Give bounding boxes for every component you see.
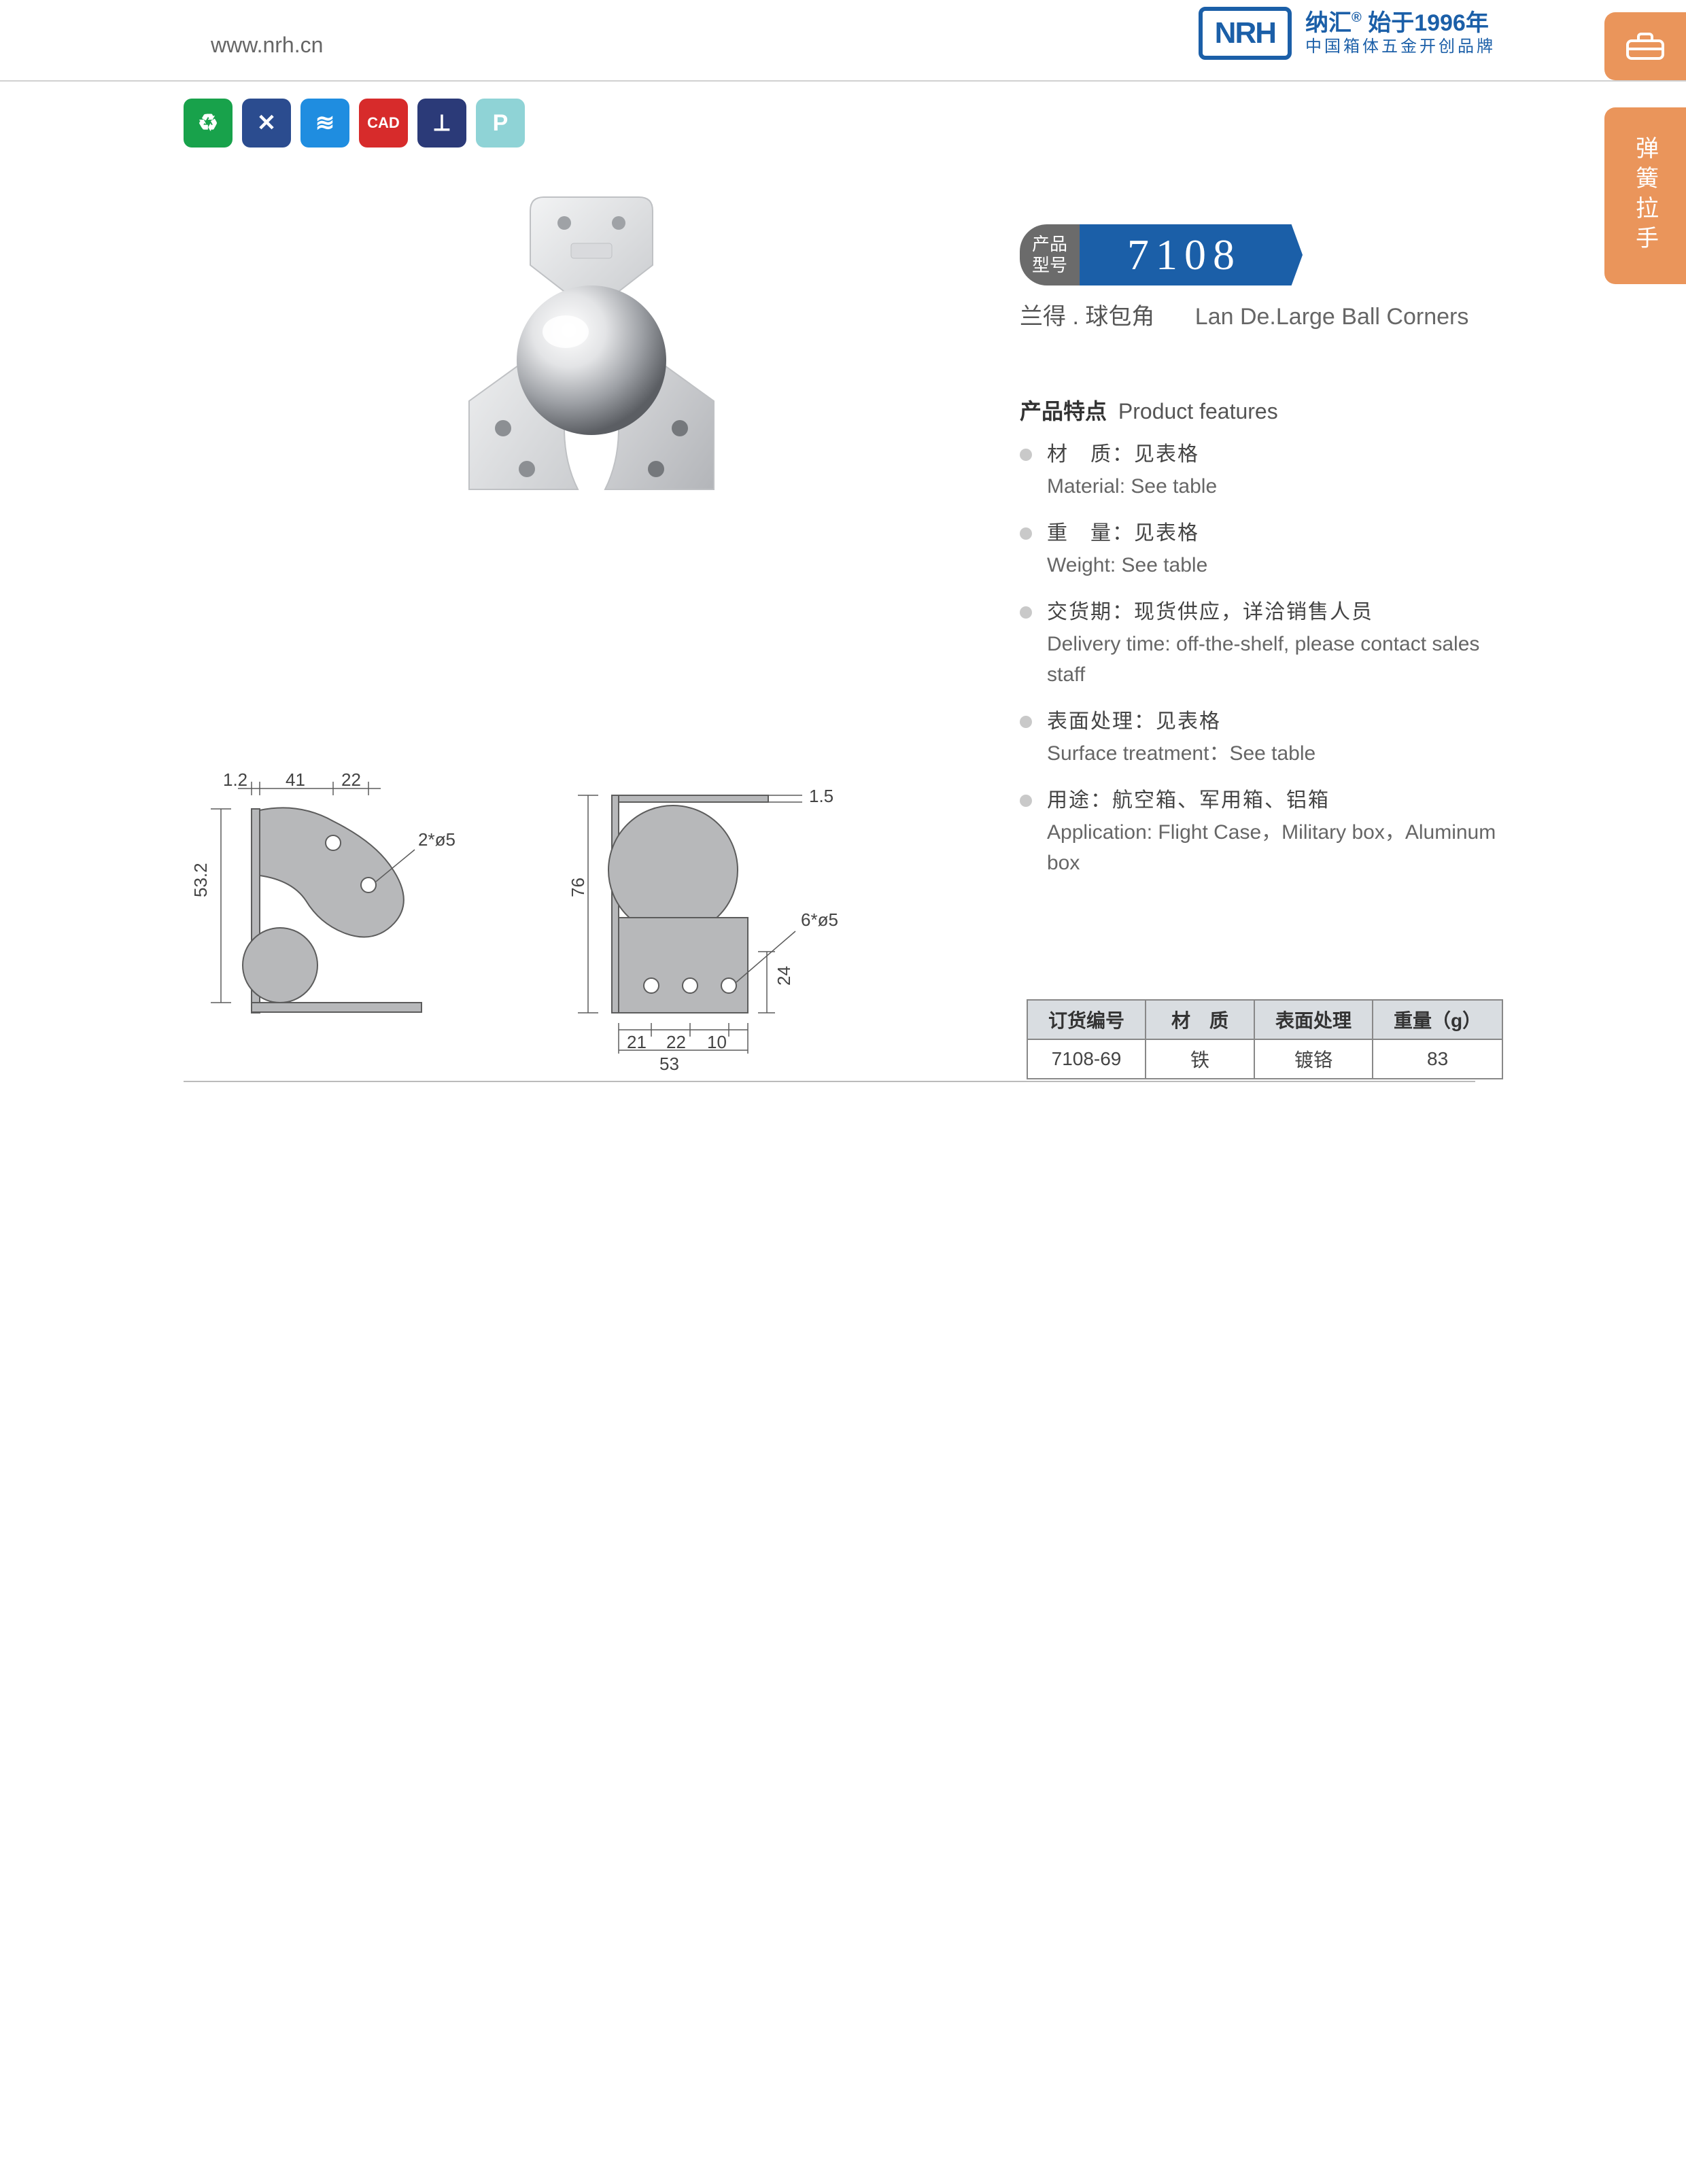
subtitle-en: Lan De.Large Ball Corners: [1195, 304, 1469, 330]
table-cell: 83: [1373, 1039, 1502, 1079]
spec-table-body: 7108-69铁镀铬83: [1027, 1039, 1502, 1079]
feature-cn: 用途：航空箱、军用箱、铝箱: [1047, 789, 1330, 812]
dim-6xo5: 6*ø5: [801, 909, 838, 931]
side-tabs: 弹簧拉手: [1604, 12, 1686, 284]
logo-year: 始于1996年: [1368, 10, 1489, 36]
table-header-cell: 表面处理: [1254, 1000, 1373, 1039]
dim-1-5: 1.5: [809, 786, 833, 807]
dim-41: 41: [286, 769, 305, 791]
dim-1-2: 1.2: [223, 769, 247, 791]
feature-cn: 表面处理：见表格: [1047, 710, 1221, 733]
table-header-cell: 订货编号: [1027, 1000, 1146, 1039]
dim-76: 76: [568, 878, 589, 897]
feature-item: 表面处理：见表格 Surface treatment：See table: [1020, 706, 1516, 769]
divider: [184, 1081, 1475, 1082]
subtitle-cn: 兰得 . 球包角: [1020, 304, 1154, 330]
features-list: 材 质：见表格 Material: See table 重 量：见表格 Weight:…: [1020, 439, 1516, 878]
feature-cn: 材 质：见表格: [1047, 443, 1199, 466]
model-label-2: 型号: [1032, 255, 1067, 276]
product-features: 产品特点 Product features 材 质：见表格 Material: S…: [1020, 394, 1516, 895]
eco-icon[interactable]: ♻: [184, 99, 233, 148]
tools-icon[interactable]: ✕: [242, 99, 291, 148]
features-title: 产品特点 Product features: [1020, 394, 1516, 426]
brand-logo: NRH 纳汇® 始于1996年 中国箱体五金开创品牌: [1199, 7, 1496, 60]
table-header-cell: 材 质: [1146, 1000, 1254, 1039]
dim-53-2: 53.2: [190, 863, 211, 897]
table-cell: 铁: [1146, 1039, 1254, 1079]
feature-en: Delivery time: off-the-shelf, please con…: [1047, 629, 1516, 690]
features-title-cn: 产品特点: [1020, 399, 1107, 423]
feature-item: 重 量：见表格 Weight: See table: [1020, 518, 1516, 580]
dim-21: 21: [627, 1032, 647, 1053]
table-cell: 7108-69: [1027, 1039, 1146, 1079]
feature-en: Surface treatment：See table: [1047, 738, 1516, 769]
features-title-en: Product features: [1118, 399, 1278, 423]
feature-icon-row: ♻✕≋CAD⟂P: [184, 99, 525, 148]
dim-10: 10: [707, 1032, 727, 1053]
dim-2xo5: 2*ø5: [418, 829, 455, 850]
feature-en: Material: See table: [1047, 471, 1516, 502]
spec-table-header: 订货编号材 质表面处理重量（g）: [1027, 1000, 1502, 1039]
model-number: 7108: [1080, 224, 1303, 285]
table-header-cell: 重量（g）: [1373, 1000, 1502, 1039]
model-badge-label: 产品 型号: [1020, 224, 1080, 285]
table-cell: 镀铬: [1254, 1039, 1373, 1079]
cad-icon[interactable]: CAD: [359, 99, 408, 148]
feature-en: Application: Flight Case，Military box，Al…: [1047, 817, 1516, 878]
feature-item: 用途：航空箱、军用箱、铝箱 Application: Flight Case，Mi…: [1020, 785, 1516, 878]
technical-drawings: 1.2 41 22 2*ø5 53.2 1.5 6*ø5 76 24 21 22…: [190, 761, 904, 1081]
model-label-1: 产品: [1032, 234, 1067, 255]
logo-cn: 纳汇: [1305, 10, 1352, 36]
registered-icon: ®: [1352, 10, 1362, 25]
model-subtitle: 兰得 . 球包角 Lan De.Large Ball Corners: [1020, 298, 1468, 331]
dim-22: 22: [341, 769, 361, 791]
table-row: 7108-69铁镀铬83: [1027, 1039, 1502, 1079]
side-tab-spring-handle[interactable]: 弹簧拉手: [1604, 107, 1686, 284]
feature-item: 材 质：见表格 Material: See table: [1020, 439, 1516, 502]
screw-icon[interactable]: ⟂: [417, 99, 466, 148]
logo-slogan: 中国箱体五金开创品牌: [1305, 37, 1496, 57]
logo-text: 纳汇® 始于1996年 中国箱体五金开创品牌: [1305, 10, 1496, 57]
dim-53: 53: [659, 1054, 679, 1075]
p-icon[interactable]: P: [476, 99, 525, 148]
side-tab-toolbox[interactable]: [1604, 12, 1686, 80]
dim-22b: 22: [666, 1032, 686, 1053]
site-url: www.nrh.cn: [211, 33, 323, 58]
toolbox-icon: [1625, 31, 1666, 61]
top-bar: www.nrh.cn NRH 纳汇® 始于1996年 中国箱体五金开创品牌: [0, 0, 1686, 82]
feature-cn: 重 量：见表格: [1047, 522, 1199, 544]
dim-24: 24: [774, 966, 795, 986]
model-badge: 产品 型号 7108: [1020, 224, 1468, 285]
logo-mark: NRH: [1199, 7, 1292, 60]
product-image: [388, 170, 795, 578]
feature-en: Weight: See table: [1047, 550, 1516, 580]
spring-icon[interactable]: ≋: [300, 99, 349, 148]
spec-table: 订货编号材 质表面处理重量（g） 7108-69铁镀铬83: [1027, 999, 1503, 1079]
model-header: 产品 型号 7108 兰得 . 球包角 Lan De.Large Ball Co…: [1020, 224, 1468, 331]
feature-cn: 交货期：现货供应，详洽销售人员: [1047, 601, 1373, 623]
feature-item: 交货期：现货供应，详洽销售人员 Delivery time: off-the-sh…: [1020, 597, 1516, 690]
